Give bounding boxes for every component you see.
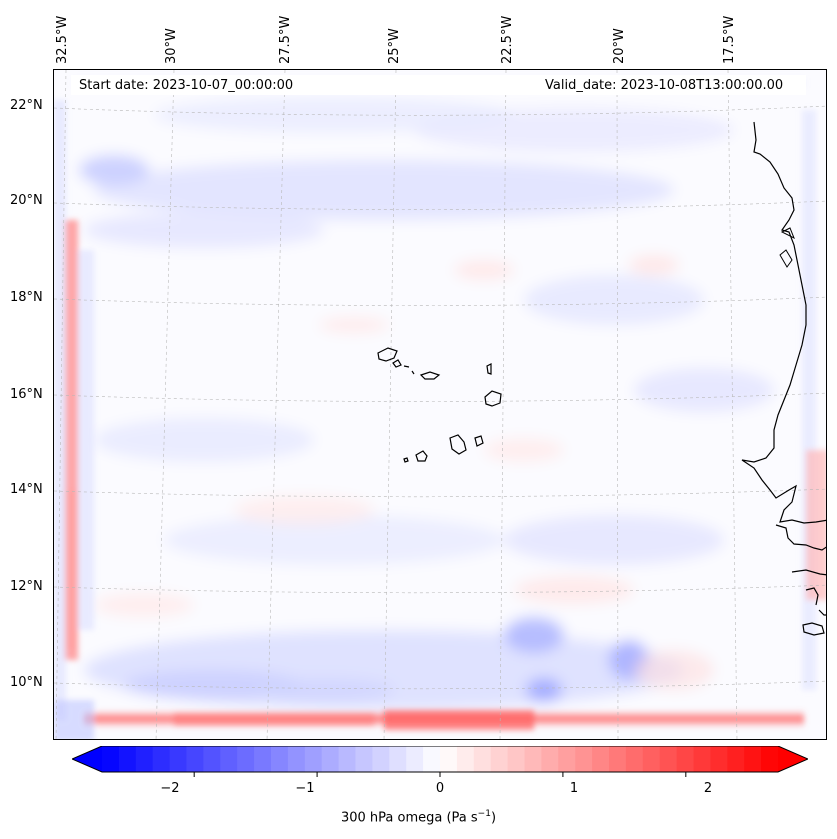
colorbar-segment [507, 746, 526, 772]
colorbar-label: 300 hPa omega (Pa s−1) [340, 809, 497, 826]
lat-label-12n: 12°N [10, 579, 43, 594]
colorbar-segment [541, 746, 559, 772]
lon-label-25w: 25°W [387, 28, 402, 64]
colorbar-outline [72, 746, 808, 773]
coastline [377, 121, 826, 636]
lat-label-18n: 18°N [10, 290, 43, 305]
colorbar-segment [102, 746, 120, 772]
colorbar-segment [456, 746, 475, 772]
colorbar-tick-label: −2 [160, 781, 180, 796]
colorbar-segment [710, 746, 728, 772]
colorbar-tick-label: 2 [703, 781, 713, 796]
lon-label-22-5w: 22.5°W [500, 15, 515, 64]
colorbar-segment [761, 746, 779, 772]
lat-label-22n: 22°N [10, 98, 43, 113]
map-plot-area [53, 69, 827, 740]
colorbar-tick-label: 1 [569, 781, 579, 796]
colorbar-segment [355, 746, 373, 772]
lon-label-17-5w: 17.5°W [722, 15, 737, 64]
colorbar-segment [440, 746, 458, 772]
lon-label-30w: 30°W [164, 28, 179, 64]
colorbar-segment [338, 746, 357, 772]
omega-field-map [54, 70, 826, 739]
colorbar-segments [72, 746, 808, 772]
colorbar-segment [625, 746, 644, 772]
colorbar-segment [254, 746, 272, 772]
colorbar-extend-min [72, 746, 102, 772]
lat-label-10n: 10°N [10, 675, 43, 690]
lon-label-32-5w: 32.5°W [55, 15, 70, 64]
start-date-label: Start date: 2023-10-07_00:00:00 [79, 78, 294, 93]
colorbar-tick-label: 0 [435, 781, 445, 796]
colorbar-segment [642, 746, 661, 772]
colorbar-ticks [193, 772, 687, 777]
colorbar-segment [220, 746, 238, 772]
colorbar-extend-max [778, 746, 808, 772]
colorbar-segment [592, 746, 610, 772]
colorbar-segment [558, 746, 576, 772]
colorbar-segment [676, 746, 695, 772]
lat-label-16n: 16°N [10, 387, 43, 402]
colorbar-segment [609, 746, 627, 772]
colorbar-segment [152, 746, 171, 772]
valid-date-label: Valid_date: 2023-10-08T13:00:00.00 [545, 78, 784, 93]
colorbar-segment [406, 746, 424, 772]
colorbar-segment [372, 746, 390, 772]
colorbar-segment [744, 746, 762, 772]
lon-label-27-5w: 27.5°W [278, 15, 293, 64]
lat-label-14n: 14°N [10, 482, 43, 497]
colorbar-segment [287, 746, 306, 772]
colorbar-segment [473, 746, 492, 772]
lon-label-20w: 20°W [612, 28, 627, 64]
colorbar-segment [490, 746, 509, 772]
colorbar-segment [321, 746, 340, 772]
colorbar-tick-label: −1 [295, 781, 315, 796]
omega-field-shading [54, 70, 826, 739]
colorbar-segment [727, 746, 745, 772]
date-info-background [71, 75, 806, 95]
colorbar-segment [186, 746, 204, 772]
colorbar-segment [203, 746, 221, 772]
colorbar-segment [237, 746, 255, 772]
colorbar-segment [304, 746, 323, 772]
colorbar-segment [271, 746, 289, 772]
lat-label-20n: 20°N [10, 193, 43, 208]
colorbar-segment [524, 746, 542, 772]
colorbar-segment [693, 746, 711, 772]
colorbar-segment [575, 746, 593, 772]
colorbar-segment [389, 746, 407, 772]
colorbar-segment [135, 746, 154, 772]
colorbar-segment [118, 746, 137, 772]
colorbar-segment [423, 746, 441, 772]
colorbar-segment [659, 746, 678, 772]
colorbar [72, 746, 808, 777]
colorbar-segment [169, 746, 188, 772]
graticule [54, 70, 826, 739]
